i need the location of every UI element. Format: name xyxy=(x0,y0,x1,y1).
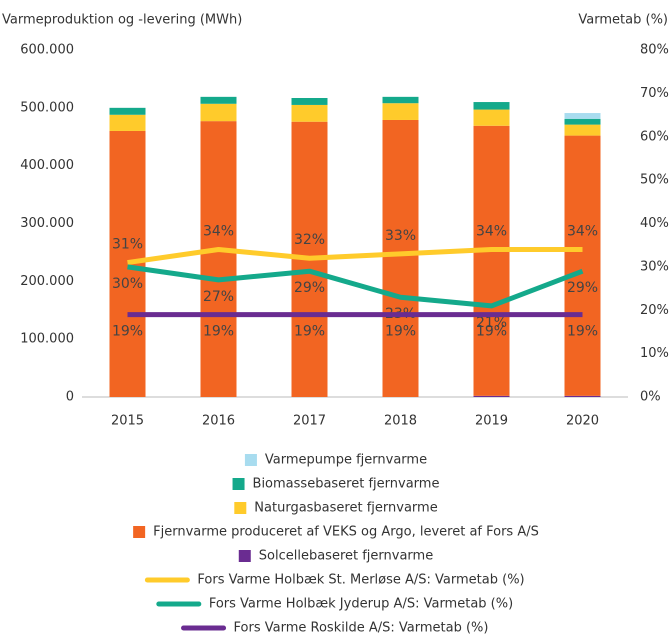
data-label: 32% xyxy=(294,232,325,248)
x-tick-label: 2016 xyxy=(202,414,235,429)
legend-swatch xyxy=(232,478,245,490)
legend-label: Fjernvarme produceret af VEKS og Argo, l… xyxy=(153,525,539,540)
data-label: 19% xyxy=(476,324,507,340)
y-axis-title: Varmeproduktion og -levering (MWh) xyxy=(2,13,242,28)
legend-swatch xyxy=(244,454,257,466)
bar-segment xyxy=(109,107,146,115)
y-tick-label: 100.000 xyxy=(20,332,74,347)
y-tick-label: 400.000 xyxy=(20,158,74,173)
y2-tick-label: 0% xyxy=(640,390,661,405)
legend-label: Biomassebaseret fjernvarme xyxy=(253,477,440,492)
y2-axis-title: Varmetab (%) xyxy=(578,13,668,28)
bar-segment xyxy=(382,96,419,104)
bar-segment xyxy=(109,114,146,131)
bar-segment xyxy=(291,104,328,122)
bar-segment xyxy=(564,135,601,396)
y2-tick-label: 30% xyxy=(640,259,669,274)
legend-label: Solcellebaseret fjernvarme xyxy=(259,549,433,564)
bar-segment xyxy=(200,96,237,104)
line-series xyxy=(127,264,584,309)
bar-segment xyxy=(200,103,237,122)
data-label: 34% xyxy=(567,224,598,240)
y2-tick-label: 70% xyxy=(640,86,669,101)
y2-tick-label: 60% xyxy=(640,129,669,144)
legend-label: Varmepumpe fjernvarme xyxy=(265,453,427,468)
x-tick-label: 2015 xyxy=(111,414,144,429)
line-series xyxy=(127,247,583,266)
x-tick-label: 2020 xyxy=(566,414,599,429)
legend-label: Naturgasbaseret fjernvarme xyxy=(254,501,437,516)
legend-label: Fors Varme Holbæk St. Merløse A/S: Varme… xyxy=(197,573,524,588)
bar-segment xyxy=(473,125,510,396)
bar-segment xyxy=(109,130,146,397)
data-label: 21% xyxy=(476,315,507,331)
data-label: 19% xyxy=(385,324,416,340)
data-label: 27% xyxy=(203,289,234,305)
y2-tick-label: 10% xyxy=(640,346,669,361)
y2-tick-label: 40% xyxy=(640,216,669,231)
y-tick-label: 200.000 xyxy=(20,274,74,289)
x-tick-label: 2018 xyxy=(384,414,417,429)
bar-segment xyxy=(564,124,601,136)
bar-segment xyxy=(473,102,510,110)
bar-segment xyxy=(564,113,601,119)
legend-label: Fors Varme Roskilde A/S: Varmetab (%) xyxy=(234,621,489,635)
y2-tick-label: 20% xyxy=(640,303,669,318)
x-tick-label: 2017 xyxy=(293,414,326,429)
bar-segment xyxy=(473,109,510,126)
data-label: 19% xyxy=(203,324,234,340)
data-label: 19% xyxy=(112,324,143,340)
bar-segment xyxy=(291,98,328,105)
data-label: 29% xyxy=(567,280,598,296)
bar-segment xyxy=(564,118,601,125)
data-label: 30% xyxy=(112,276,143,292)
data-label: 19% xyxy=(294,324,325,340)
data-label: 19% xyxy=(567,324,598,340)
y-tick-label: 600.000 xyxy=(20,43,74,58)
legend-swatch xyxy=(234,502,247,514)
y-tick-label: 500.000 xyxy=(20,100,74,115)
y2-tick-label: 50% xyxy=(640,173,669,188)
data-label: 33% xyxy=(385,228,416,244)
legend-swatch xyxy=(238,550,251,562)
x-tick-label: 2019 xyxy=(475,414,508,429)
bar-segment xyxy=(564,395,601,397)
data-label: 34% xyxy=(203,224,234,240)
data-label: 31% xyxy=(112,237,143,253)
bar-segment xyxy=(382,103,419,120)
y-tick-label: 0 xyxy=(66,390,74,405)
y2-tick-label: 80% xyxy=(640,43,669,58)
bar-segment xyxy=(200,121,237,397)
legend-swatch xyxy=(133,526,146,538)
data-label: 34% xyxy=(476,224,507,240)
y-tick-label: 300.000 xyxy=(20,216,74,231)
data-label: 29% xyxy=(294,280,325,296)
bar-segment xyxy=(382,119,419,397)
legend-label: Fors Varme Holbæk Jyderup A/S: Varmetab … xyxy=(209,597,513,612)
bar-segment xyxy=(473,395,510,397)
